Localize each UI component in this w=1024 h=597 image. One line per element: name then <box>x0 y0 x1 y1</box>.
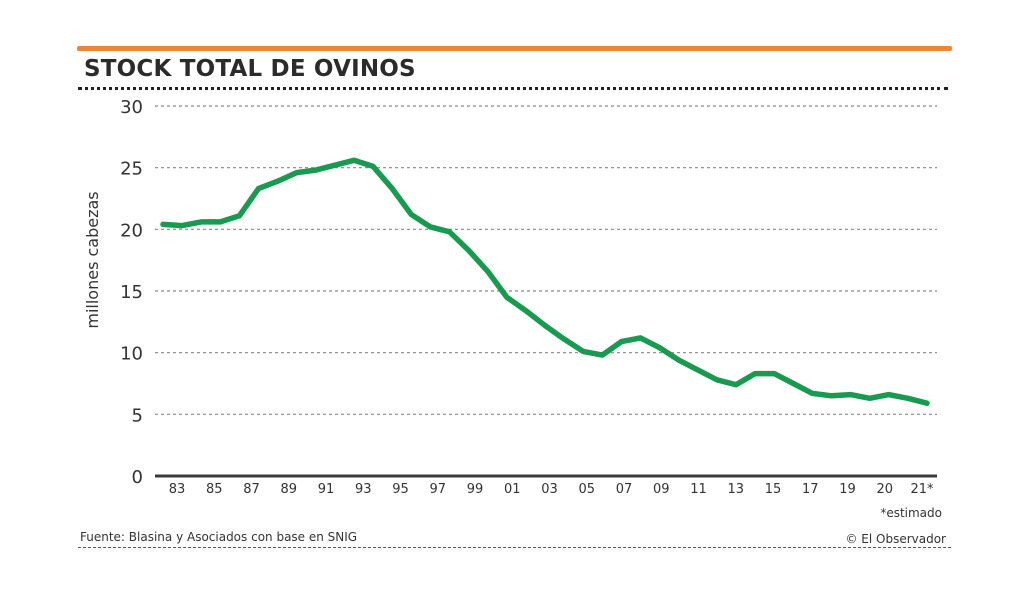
x-tick-label: 83 <box>169 482 186 497</box>
x-tick-label: 17 <box>802 482 819 497</box>
estimate-note: *estimado <box>880 506 942 520</box>
chart-title: STOCK TOTAL DE OVINOS <box>84 56 416 82</box>
x-tick-label: 13 <box>727 482 744 497</box>
x-tick-label: 93 <box>355 482 372 497</box>
y-tick-label: 30 <box>120 97 143 118</box>
x-tick-label: 01 <box>504 482 521 497</box>
x-tick-label: 03 <box>541 482 558 497</box>
x-tick-label: 15 <box>765 482 782 497</box>
header-accent-bar <box>77 46 952 51</box>
gridlines <box>155 105 937 415</box>
x-tick-label: 87 <box>243 482 260 497</box>
x-tick-label: 99 <box>467 482 484 497</box>
x-tick-label: 20 <box>876 482 893 497</box>
x-tick-label: 89 <box>280 482 297 497</box>
series-group <box>160 157 930 406</box>
y-axis-label: millones cabezas <box>83 191 102 328</box>
x-tick-label: 11 <box>690 482 707 497</box>
series-line <box>160 157 930 406</box>
x-tick-label: 21* <box>910 482 934 497</box>
x-tick-label: 97 <box>429 482 446 497</box>
y-tick-label: 25 <box>120 159 143 180</box>
title-divider <box>78 87 948 90</box>
y-tick-label: 5 <box>132 405 143 426</box>
x-axis-ticks: 83 85 87 89 91 93 95 97 99 01 03 05 07 09 11 13 15 17 19 20… <box>169 482 934 497</box>
footer-divider <box>78 547 951 548</box>
y-tick-label: 0 <box>132 467 143 488</box>
x-tick-label: 85 <box>206 482 223 497</box>
source-note: Fuente: Blasina y Asociados con base en … <box>80 530 358 544</box>
credit-note: © El Observador <box>845 532 946 546</box>
x-tick-label: 19 <box>839 482 856 497</box>
x-tick-label: 07 <box>616 482 633 497</box>
y-tick-label: 15 <box>120 282 143 303</box>
x-tick-label: 91 <box>318 482 335 497</box>
y-axis-ticks: 0 5 10 15 20 25 30 <box>120 97 143 488</box>
x-tick-label: 95 <box>392 482 409 497</box>
y-tick-label: 10 <box>120 344 143 365</box>
x-tick-label: 05 <box>578 482 595 497</box>
y-tick-label: 20 <box>120 220 143 241</box>
x-tick-label: 09 <box>653 482 670 497</box>
